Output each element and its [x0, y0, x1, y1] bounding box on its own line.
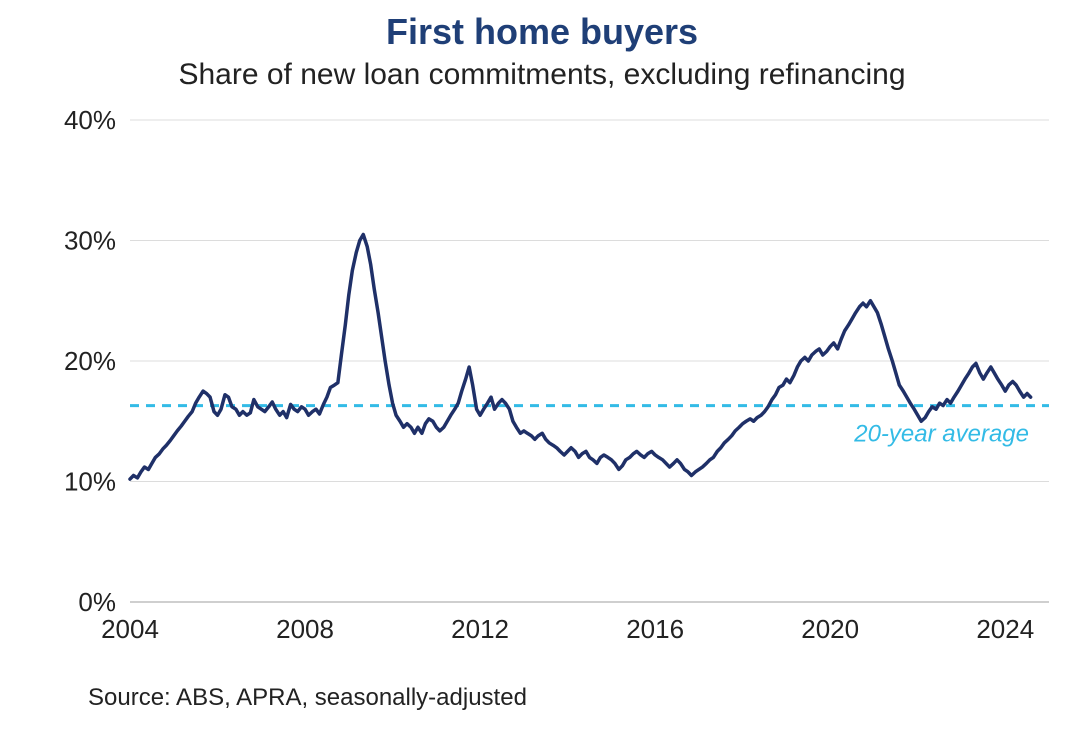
y-tick-label: 20%: [64, 346, 116, 376]
chart-title: First home buyers: [386, 11, 698, 52]
y-tick-label: 40%: [64, 105, 116, 135]
x-tick-label: 2008: [276, 614, 334, 644]
reference-line-label: 20-year average: [853, 421, 1029, 448]
source-text: Source: ABS, APRA, seasonally-adjusted: [88, 684, 527, 711]
y-tick-label: 0%: [78, 587, 116, 617]
x-tick-label: 2016: [626, 614, 684, 644]
x-tick-label: 2024: [976, 614, 1034, 644]
y-tick-label: 10%: [64, 467, 116, 497]
x-tick-label: 2012: [451, 614, 509, 644]
chart-subtitle: Share of new loan commitments, excluding…: [178, 58, 905, 91]
x-tick-label: 2020: [801, 614, 859, 644]
chart-svg: First home buyers Share of new loan commi…: [0, 0, 1084, 747]
chart-bg: [0, 0, 1084, 747]
chart-container: First home buyers Share of new loan commi…: [0, 0, 1084, 747]
y-tick-label: 30%: [64, 226, 116, 256]
x-tick-label: 2004: [101, 614, 159, 644]
